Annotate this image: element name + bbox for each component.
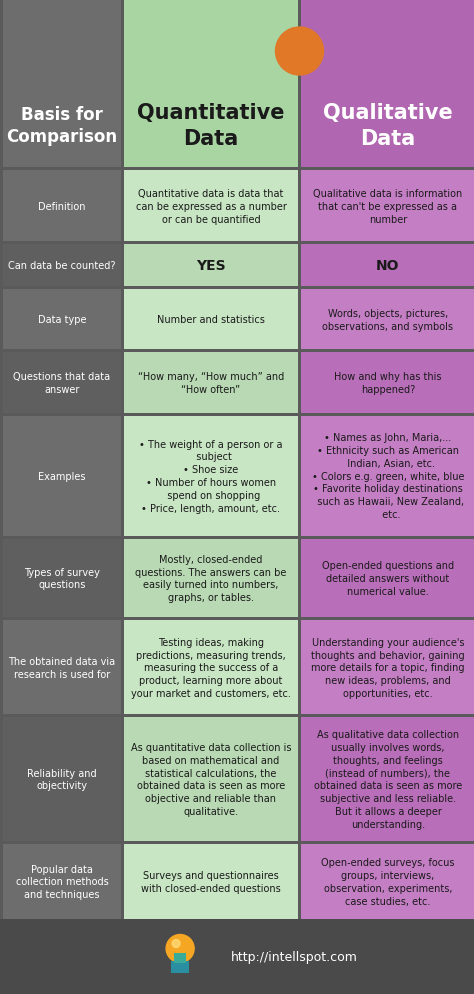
Text: Data type: Data type (38, 315, 86, 325)
Circle shape (275, 28, 323, 76)
Text: Qualitative data is information
that can't be expressed as a
number: Qualitative data is information that can… (313, 189, 463, 225)
Text: Can data be counted?: Can data be counted? (8, 261, 116, 271)
Bar (301, 171, 474, 243)
Text: Questions that data
answer: Questions that data answer (13, 372, 110, 395)
Text: http://intellspot.com: http://intellspot.com (230, 950, 357, 963)
Bar (301, 539, 474, 618)
Bar (3, 246, 121, 287)
Bar (171, 960, 189, 972)
Text: “How many, “How much” and
“How often”: “How many, “How much” and “How often” (138, 372, 284, 395)
Bar (301, 621, 474, 715)
Text: YES: YES (196, 259, 226, 273)
Text: Qualitative
Data: Qualitative Data (323, 103, 453, 149)
Text: Testing ideas, making
predictions, measuring trends,
measuring the success of a
: Testing ideas, making predictions, measu… (131, 637, 291, 698)
Bar (124, 718, 298, 841)
Bar (301, 246, 474, 287)
Text: Words, objects, pictures,
observations, and symbols: Words, objects, pictures, observations, … (322, 308, 454, 331)
Text: Types of survey
questions: Types of survey questions (24, 567, 100, 589)
Bar (124, 416, 298, 536)
Bar (124, 844, 298, 919)
Bar (3, 171, 121, 243)
Text: Examples: Examples (38, 471, 86, 481)
Bar (124, 246, 298, 287)
Circle shape (172, 939, 180, 947)
Bar (301, 353, 474, 414)
Bar (301, 844, 474, 919)
Bar (124, 539, 298, 618)
Bar (124, 0, 298, 168)
Text: Open-ended surveys, focus
groups, interviews,
observation, experiments,
case stu: Open-ended surveys, focus groups, interv… (321, 858, 455, 906)
Bar (0, 919, 474, 994)
Text: As quantitative data collection is
based on mathematical and
statistical calcula: As quantitative data collection is based… (131, 743, 291, 816)
Bar (3, 0, 121, 168)
Circle shape (166, 934, 194, 962)
Bar (301, 0, 474, 168)
Text: Surveys and questionnaires
with closed-ended questions: Surveys and questionnaires with closed-e… (141, 870, 281, 893)
Text: Quantitative
Data: Quantitative Data (137, 103, 285, 149)
Bar (3, 621, 121, 715)
Text: NO: NO (376, 259, 400, 273)
Text: Quantitative data is data that
can be expressed as a number
or can be quantified: Quantitative data is data that can be ex… (136, 189, 286, 225)
Bar (3, 718, 121, 841)
Bar (3, 290, 121, 350)
Text: As qualitative data collection
usually involves words,
thoughts, and feelings
(i: As qualitative data collection usually i… (314, 730, 462, 829)
Bar (124, 290, 298, 350)
Bar (3, 539, 121, 618)
Bar (3, 844, 121, 919)
Bar (174, 952, 186, 962)
Bar (124, 353, 298, 414)
Text: Basis for
Comparison: Basis for Comparison (7, 105, 118, 146)
Text: • The weight of a person or a
  subject
• Shoe size
• Number of hours women
  sp: • The weight of a person or a subject • … (139, 439, 283, 513)
Text: Mostly, closed-ended
questions. The answers can be
easily turned into numbers,
g: Mostly, closed-ended questions. The answ… (135, 555, 287, 602)
Bar (124, 621, 298, 715)
Text: Popular data
collection methods
and techniques: Popular data collection methods and tech… (16, 864, 109, 900)
Text: VS: VS (289, 45, 310, 59)
Bar (3, 353, 121, 414)
Text: The obtained data via
research is used for: The obtained data via research is used f… (9, 656, 116, 679)
Text: Number and statistics: Number and statistics (157, 315, 265, 325)
Text: Reliability and
objectivity: Reliability and objectivity (27, 767, 97, 790)
Text: Definition: Definition (38, 202, 86, 212)
Bar (3, 416, 121, 536)
Bar (301, 416, 474, 536)
Bar (301, 718, 474, 841)
Text: Open-ended questions and
detailed answers without
numerical value.: Open-ended questions and detailed answer… (322, 561, 454, 596)
Bar (301, 290, 474, 350)
Bar (124, 171, 298, 243)
Text: • Names as John, Maria,...
• Ethnicity such as American
  Indian, Asian, etc.
• : • Names as John, Maria,... • Ethnicity s… (311, 432, 465, 520)
Text: How and why has this
happened?: How and why has this happened? (334, 372, 442, 395)
Text: Understanding your audience's
thoughts and behavior, gaining
more details for a : Understanding your audience's thoughts a… (311, 637, 465, 698)
